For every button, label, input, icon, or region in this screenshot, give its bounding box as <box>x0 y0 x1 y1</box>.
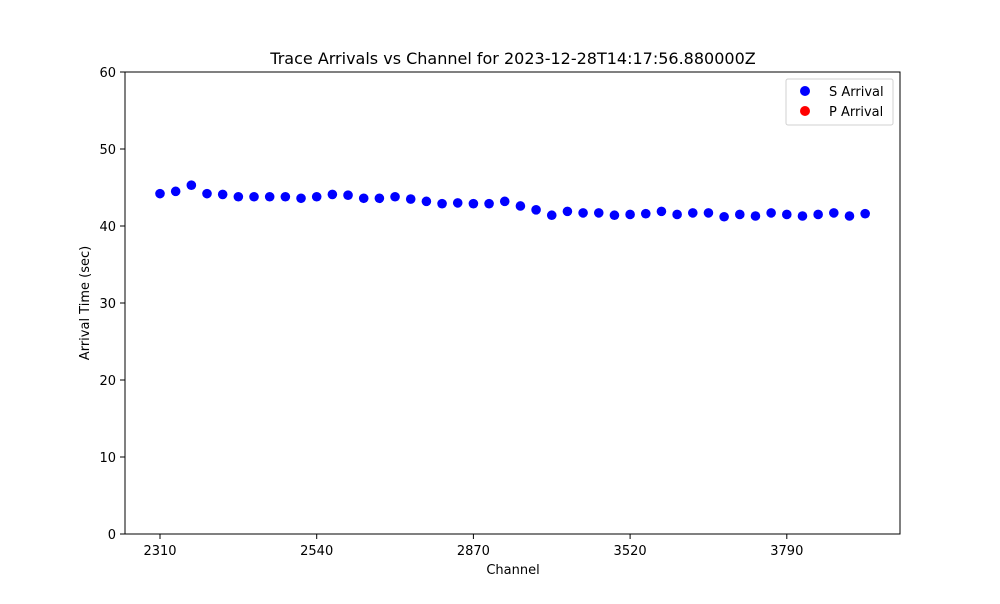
x-axis-label: Channel <box>486 563 539 578</box>
s-arrival-point <box>750 211 761 221</box>
s-arrival-point <box>296 193 306 204</box>
s-arrival-point <box>515 201 526 211</box>
y-tick-label: 30 <box>99 297 116 312</box>
x-tick-label: 2870 <box>457 544 490 559</box>
s-arrival-point <box>734 209 745 220</box>
s-arrival-point <box>186 180 197 190</box>
y-tick-label: 0 <box>108 528 116 543</box>
s-arrival-point <box>155 188 165 199</box>
s-arrival-point <box>844 211 855 221</box>
s-arrival-point <box>829 208 839 218</box>
s-arrival-point <box>531 205 541 215</box>
series-s-arrival <box>155 180 870 222</box>
x-tick-label: 3520 <box>614 544 647 559</box>
legend-box <box>785 78 894 126</box>
y-tick-label: 50 <box>99 143 116 158</box>
legend-marker-s-arrival <box>800 86 810 96</box>
s-arrival-point <box>202 188 212 199</box>
s-arrival-point <box>672 209 682 220</box>
legend-label-p-arrival: P Arrival <box>829 105 883 120</box>
s-arrival-point <box>766 208 776 218</box>
y-tick-label: 10 <box>99 451 116 466</box>
s-arrival-point <box>656 206 667 217</box>
s-arrival-point <box>687 208 698 218</box>
chart-title: Trace Arrivals vs Channel for 2023-12-28… <box>269 49 755 68</box>
s-arrival-point <box>546 210 557 221</box>
s-arrival-point <box>264 191 275 202</box>
s-arrival-point <box>593 208 604 218</box>
x-tick-label: 2540 <box>300 544 333 559</box>
s-arrival-point <box>358 193 369 204</box>
s-arrival-point <box>170 186 181 197</box>
s-arrival-point <box>640 208 651 219</box>
legend: S Arrival P Arrival <box>785 78 894 126</box>
s-arrival-point <box>719 211 729 222</box>
s-arrival-point <box>280 191 291 202</box>
y-tick-label: 60 <box>99 66 116 81</box>
s-arrival-point <box>217 189 228 200</box>
s-arrival-point <box>782 209 792 220</box>
x-axis-ticks: 2310 2540 2870 3520 3790 <box>143 534 803 559</box>
s-arrival-point <box>327 189 338 200</box>
s-arrival-point <box>452 198 463 208</box>
s-arrival-point <box>437 198 447 209</box>
s-arrival-point <box>609 210 620 221</box>
s-arrival-point <box>797 211 808 221</box>
s-arrival-point <box>562 206 573 217</box>
y-axis-ticks: 0 10 20 30 40 50 60 <box>99 66 125 543</box>
s-arrival-point <box>405 194 416 204</box>
s-arrival-point <box>343 190 353 200</box>
s-arrival-point <box>233 191 244 202</box>
y-tick-label: 20 <box>99 374 116 389</box>
x-tick-label: 3790 <box>770 544 803 559</box>
s-arrival-point <box>813 209 823 220</box>
s-arrival-point <box>860 208 870 219</box>
plot-area <box>124 71 901 535</box>
s-arrival-point <box>421 196 432 207</box>
s-arrival-point <box>703 208 714 218</box>
s-arrival-point <box>390 191 400 202</box>
s-arrival-point <box>625 209 635 220</box>
s-arrival-point <box>374 193 385 204</box>
s-arrival-point <box>499 196 510 207</box>
s-arrival-point <box>311 191 322 202</box>
s-arrival-point <box>578 208 588 218</box>
y-axis-label: Arrival Time (sec) <box>78 246 93 360</box>
x-tick-label: 2310 <box>143 544 176 559</box>
legend-label-s-arrival: S Arrival <box>829 85 884 100</box>
s-arrival-point <box>468 198 479 209</box>
legend-marker-p-arrival <box>800 106 810 116</box>
s-arrival-point <box>249 191 259 202</box>
y-tick-label: 40 <box>99 220 116 235</box>
s-arrival-point <box>484 198 494 209</box>
